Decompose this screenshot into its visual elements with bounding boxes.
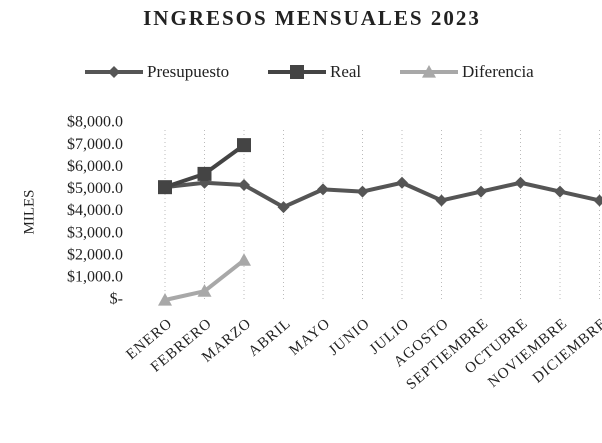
marker [197, 166, 212, 181]
marker [158, 293, 172, 306]
marker [554, 185, 566, 198]
marker [422, 65, 436, 78]
y-axis-label: MILES [21, 190, 37, 235]
marker [158, 180, 172, 195]
legend-item: Diferencia [400, 62, 534, 81]
y-tick-label: $1,000.0 [67, 269, 123, 286]
marker [593, 194, 602, 207]
marker [277, 201, 290, 214]
legend-item: Presupuesto [85, 62, 229, 81]
series-line [164, 180, 600, 210]
legend-item: Real [268, 62, 361, 81]
x-tick-label: JUNIO [326, 315, 373, 358]
y-tick-label: $5,000.0 [67, 180, 123, 197]
legend-label: Presupuesto [147, 62, 229, 81]
marker [238, 178, 250, 191]
legend-label: Diferencia [462, 62, 534, 81]
marker [108, 66, 120, 78]
chart-title: INGRESOS MENSUALES 2023 [143, 6, 481, 30]
y-tick-label: $6,000.0 [67, 158, 123, 175]
marker [237, 253, 251, 266]
y-tick-label: $4,000.0 [67, 202, 123, 219]
marker [396, 176, 408, 189]
x-tick-label: MAYO [286, 315, 333, 358]
marker [317, 183, 329, 196]
y-tick-label: $8,000.0 [67, 114, 123, 131]
y-tick-label: $3,000.0 [67, 224, 123, 241]
y-tick-label: $7,000.0 [67, 136, 123, 153]
legend-label: Real [330, 62, 361, 81]
y-tick-label: $2,000.0 [67, 246, 123, 263]
marker [514, 176, 527, 189]
marker [435, 194, 448, 207]
marker [356, 185, 369, 198]
marker [475, 185, 487, 198]
marker [197, 284, 212, 297]
x-tick-label: ABRIL [246, 315, 295, 359]
marker [237, 138, 251, 153]
marker [290, 65, 304, 79]
y-tick-label: $- [110, 291, 123, 308]
